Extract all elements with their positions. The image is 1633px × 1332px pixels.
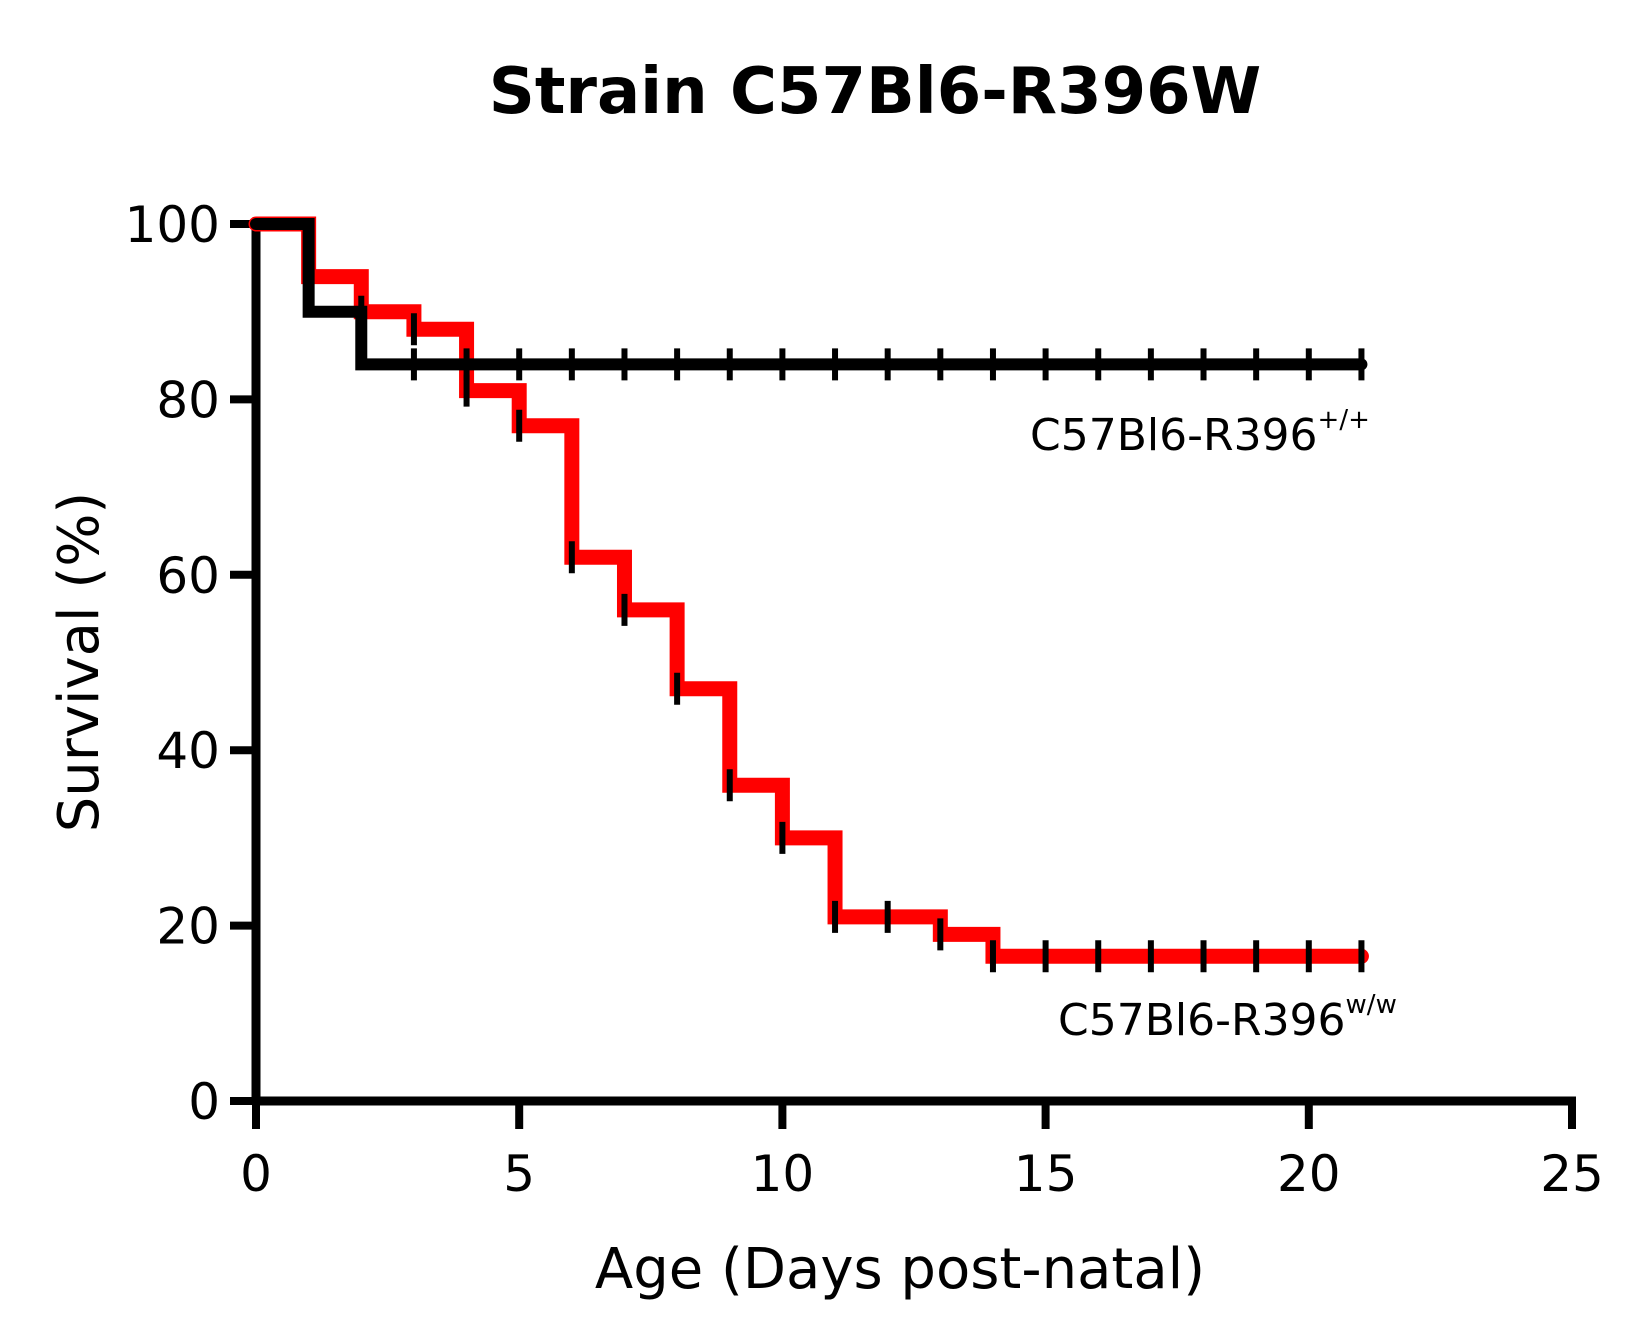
y-tick-label: 100 [125,196,220,254]
x-tick-label: 5 [503,1145,535,1203]
series-label-wt-base: C57Bl6-R396 [1030,410,1318,461]
chart-title: Strain C57Bl6-R396W [489,55,1262,129]
y-tick-label: 0 [188,1073,220,1131]
survival-line-mutant [248,216,1369,964]
y-tick-label: 20 [156,898,220,956]
axes [251,224,1576,1106]
series-label-wt-sup: +/+ [1318,405,1370,435]
x-tick-label: 10 [751,1145,815,1203]
series-label-wt: C57Bl6-R396+/+ [1030,405,1370,461]
y-ticks: 0 20 40 60 80 100 [125,196,256,1131]
y-tick-label: 60 [156,547,220,605]
series-label-mutant: C57Bl6-R396w/w [1058,990,1397,1046]
survival-line-wild-type [250,218,1368,371]
x-axis-title: Age (Days post-natal) [595,1237,1205,1302]
x-tick-label: 0 [240,1145,272,1203]
series-layer [248,216,1369,973]
y-tick-label: 80 [156,371,220,429]
series-label-mutant-sup: w/w [1346,990,1397,1020]
y-axis-title: Survival (%) [47,492,112,832]
x-tick-label: 15 [1014,1145,1078,1203]
y-tick-label: 40 [156,722,220,780]
series-label-mutant-base: C57Bl6-R396 [1058,995,1346,1046]
x-tick-label: 20 [1277,1145,1341,1203]
series-mutant [248,216,1369,973]
series-wild-type [250,218,1368,381]
x-ticks: 0 5 10 15 20 25 [240,1101,1604,1203]
x-tick-label: 25 [1540,1145,1604,1203]
